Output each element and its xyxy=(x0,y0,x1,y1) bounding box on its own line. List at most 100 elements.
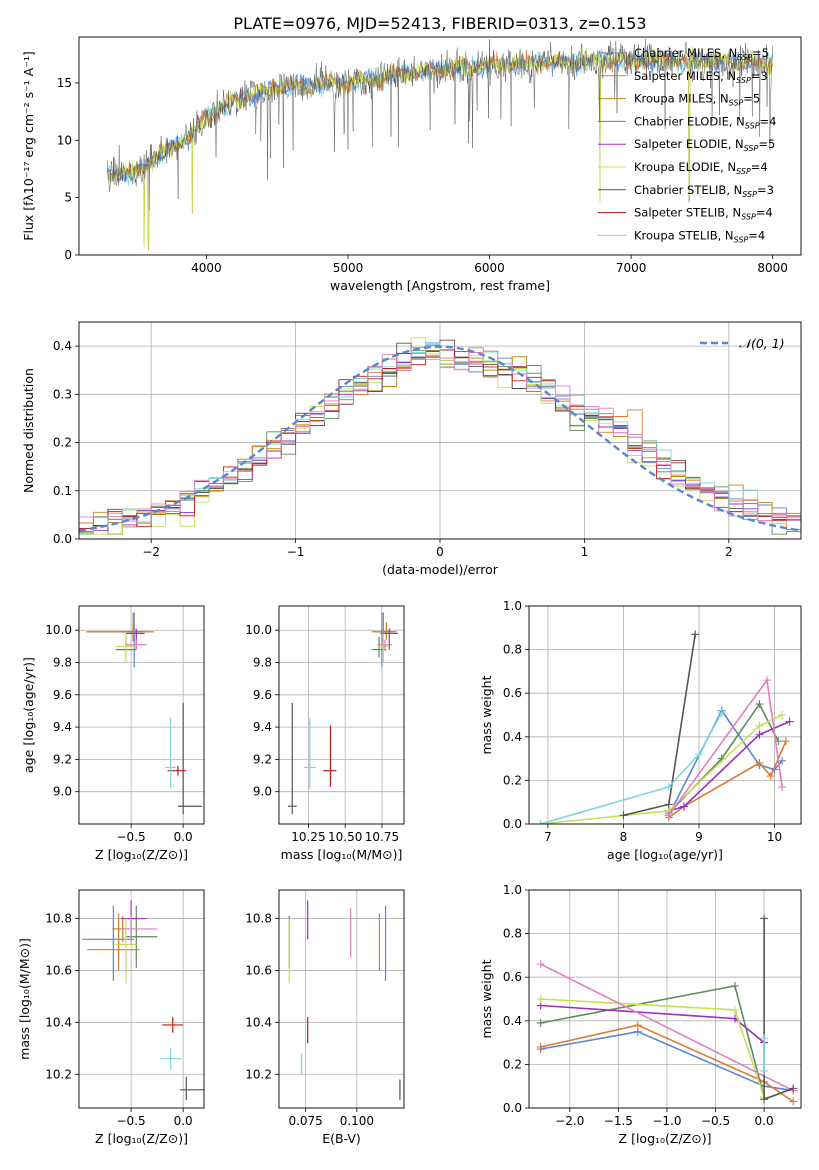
y-tick-label: 9.6 xyxy=(253,688,272,702)
data-point xyxy=(380,622,393,640)
series-line xyxy=(540,712,723,824)
data-point xyxy=(86,612,154,642)
histograms xyxy=(79,337,801,535)
histogram-series xyxy=(79,346,801,529)
legend-name: Kroupa STELIB, N xyxy=(634,228,734,242)
legend-sub: SSP xyxy=(736,167,751,176)
x-axis-label: Z [log₁₀(Z/Z⊙)] xyxy=(619,1131,712,1146)
figure-title: PLATE=0976, MJD=52413, FIBERID=0313, z=0… xyxy=(233,14,646,33)
series-marker xyxy=(664,811,673,820)
y-tick-label: 15 xyxy=(57,76,72,90)
x-tick-label: 10.75 xyxy=(365,830,399,844)
x-tick-label: −1.5 xyxy=(604,1114,633,1128)
x-tick-label: 10.50 xyxy=(328,830,362,844)
legend-tail: =5 xyxy=(752,46,769,60)
legend-tail: =4 xyxy=(760,114,777,128)
axes-frame xyxy=(78,36,802,256)
y-tick-label: 0.2 xyxy=(503,773,522,787)
series-marker xyxy=(691,630,700,639)
axes-frame xyxy=(278,889,405,1109)
x-tick-label: 0.0 xyxy=(755,1114,774,1128)
y-tick-label: 0.3 xyxy=(53,387,72,401)
data-point xyxy=(374,612,397,668)
data-point xyxy=(87,612,150,668)
x-tick-label: −0.5 xyxy=(701,1114,730,1128)
data-point xyxy=(87,913,140,971)
mass-vs-ebv-axes: 0.075 0.100 10.2 10.4 10.6 10.8 E(B-V) xyxy=(245,890,404,1146)
x-axis-label: (data-model)/error xyxy=(382,562,499,577)
series-marker xyxy=(679,802,688,811)
y-tick-label: 9.8 xyxy=(53,656,72,670)
series-marker xyxy=(755,758,764,767)
legend-sub: SSP xyxy=(745,121,760,130)
y-tick-label: 0.0 xyxy=(503,1101,522,1115)
data-point xyxy=(165,717,176,789)
series-marker xyxy=(536,995,545,1003)
y-tick-label: 1.0 xyxy=(503,599,522,613)
y-tick-label: 10.2 xyxy=(45,1067,72,1081)
weight-vs-age-series xyxy=(536,630,794,824)
x-axis-label: Z [log₁₀(Z/Z⊙)] xyxy=(95,847,188,862)
legend-tail: =4 xyxy=(748,228,765,242)
legend-tail: =5 xyxy=(743,92,760,106)
series-marker xyxy=(755,700,764,709)
series-marker xyxy=(695,750,703,759)
legend-name: Salpeter MILES, N xyxy=(634,69,736,83)
spectrum-line xyxy=(107,38,773,211)
legend-label: Kroupa ELODIE, NSSP=4 xyxy=(634,160,768,176)
x-tick-label: 4000 xyxy=(191,261,222,275)
legend-sub: SSP xyxy=(729,99,744,108)
series-line xyxy=(540,984,765,1098)
y-tick-label: 10.6 xyxy=(45,963,72,977)
residual-legend: 𝒩(0, 1) xyxy=(700,336,785,351)
legend-sub: SSP xyxy=(742,190,757,199)
y-tick-label: 9.4 xyxy=(253,720,272,734)
y-tick-label: 9.2 xyxy=(53,752,72,766)
series-marker xyxy=(730,981,739,990)
legend-label: Chabrier MILES, NSSP=5 xyxy=(634,46,769,62)
legend-name: Kroupa ELODIE, N xyxy=(634,160,736,174)
series-marker xyxy=(760,1095,769,1104)
y-tick-label: 0.0 xyxy=(503,817,522,831)
series-marker xyxy=(717,708,726,717)
y-axis-label: age [log₁₀(age/yr)] xyxy=(21,657,36,773)
legend-label: Salpeter MILES, NSSP=3 xyxy=(634,69,768,85)
legend-name: Salpeter ELODIE, N xyxy=(634,137,744,151)
legend-name: Chabrier MILES, N xyxy=(634,46,737,60)
axes-frame xyxy=(78,889,205,1109)
x-tick-label: 9 xyxy=(695,830,703,844)
weight-vs-Z-series xyxy=(536,914,798,1106)
y-axis-label: Normed distribution xyxy=(21,368,36,493)
y-tick-label: 1.0 xyxy=(503,883,522,897)
series-marker xyxy=(755,730,764,739)
x-tick-label: 0.0 xyxy=(174,1114,193,1128)
legend-tail: =3 xyxy=(757,183,774,197)
legend-tail: =3 xyxy=(751,69,768,83)
mass-vs-Z-points xyxy=(82,900,204,1101)
x-tick-label: −2.0 xyxy=(555,1114,584,1128)
x-tick-label: 7 xyxy=(544,830,552,844)
legend-name: Chabrier ELODIE, N xyxy=(634,114,745,128)
series-marker xyxy=(664,782,673,791)
x-tick-label: −1.0 xyxy=(652,1114,681,1128)
x-tick-label: 10.25 xyxy=(291,830,325,844)
legend-label: Chabrier ELODIE, NSSP=4 xyxy=(634,114,776,130)
x-tick-label: 8 xyxy=(620,830,628,844)
series-marker xyxy=(760,1066,769,1075)
series-marker xyxy=(619,811,628,820)
series-marker xyxy=(760,1034,769,1043)
series-marker xyxy=(536,960,545,969)
y-tick-label: 0.2 xyxy=(503,1057,522,1071)
series-line xyxy=(623,634,696,817)
weight-vs-age-axes: 7 8 9 10 0.0 0.2 0.4 0.6 0.8 1.0 age [log₁₀(age/yr… xyxy=(479,599,801,862)
axes-frame xyxy=(278,605,405,825)
series-line xyxy=(763,918,794,1101)
legend-label: Salpeter ELODIE, NSSP=5 xyxy=(634,137,775,153)
data-point xyxy=(160,1048,182,1070)
data-point xyxy=(122,622,144,640)
series-line xyxy=(540,1030,794,1092)
data-point xyxy=(125,639,147,650)
mass-vs-Z-axes: −0.5 0.0 10.2 10.4 10.6 10.8 Z [log₁₀(Z/Z⊙)] ma… xyxy=(17,890,204,1146)
